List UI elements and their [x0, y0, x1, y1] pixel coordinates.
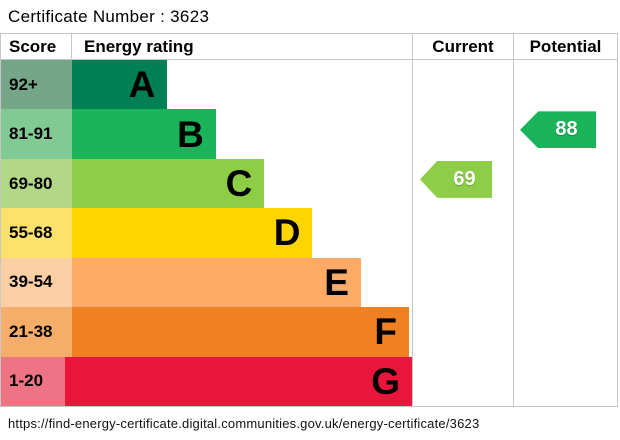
band-letter: C — [225, 163, 253, 205]
current-column-header: Current — [412, 34, 513, 59]
score-range-label: 69-80 — [1, 158, 72, 209]
band-letter: F — [374, 311, 398, 353]
band-row-g: 1-20 G — [1, 356, 412, 406]
score-range-label: 39-54 — [1, 257, 72, 308]
score-range-label: 92+ — [1, 60, 72, 110]
band-row-b: 81-91 B — [1, 109, 412, 159]
band-row-f: 21-38 F — [1, 307, 412, 357]
band-letter: D — [273, 212, 301, 254]
band-letter: B — [177, 113, 204, 155]
band-row-d: 55-68 D — [1, 208, 412, 258]
band-letter: A — [128, 64, 156, 106]
current-value: 69 — [453, 167, 476, 190]
band-bar-d: D — [72, 208, 313, 258]
certificate-number-title: Certificate Number : 3623 — [8, 7, 210, 26]
potential-column-header: Potential — [513, 34, 617, 59]
band-bar-a: A — [72, 60, 168, 110]
current-rating-column: 69 — [412, 60, 513, 406]
band-row-e: 39-54 E — [1, 257, 412, 308]
band-bar-c: C — [72, 158, 265, 209]
band-bar-g: G — [65, 356, 412, 406]
score-range-label: 1-20 — [1, 356, 66, 406]
potential-rating-column: 88 — [513, 60, 617, 406]
rating-bands: 92+ A 81-91 B 69-80 C 55-68 D 39-54 E 21… — [1, 60, 412, 406]
band-bar-f: F — [72, 307, 410, 357]
band-letter: G — [371, 360, 400, 402]
epc-rating-table: Score Energy rating Current Potential 92… — [0, 33, 618, 407]
band-letter: E — [324, 261, 349, 303]
potential-arrow: 88 — [520, 111, 596, 149]
band-row-c: 69-80 C — [1, 158, 412, 209]
potential-value: 88 — [555, 118, 578, 141]
table-header-row: Score Energy rating Current Potential — [1, 34, 617, 60]
score-column-header: Score — [1, 34, 72, 59]
band-row-a: 92+ A — [1, 60, 412, 110]
band-bar-b: B — [72, 109, 216, 159]
current-arrow: 69 — [420, 160, 492, 198]
score-range-label: 55-68 — [1, 208, 72, 258]
score-range-label: 81-91 — [1, 109, 72, 159]
certificate-url: https://find-energy-certificate.digital.… — [8, 416, 480, 431]
band-bar-e: E — [72, 257, 361, 308]
energy-rating-column-header: Energy rating — [84, 36, 194, 56]
table-body: 92+ A 81-91 B 69-80 C 55-68 D 39-54 E 21… — [1, 60, 617, 406]
score-range-label: 21-38 — [1, 307, 72, 357]
